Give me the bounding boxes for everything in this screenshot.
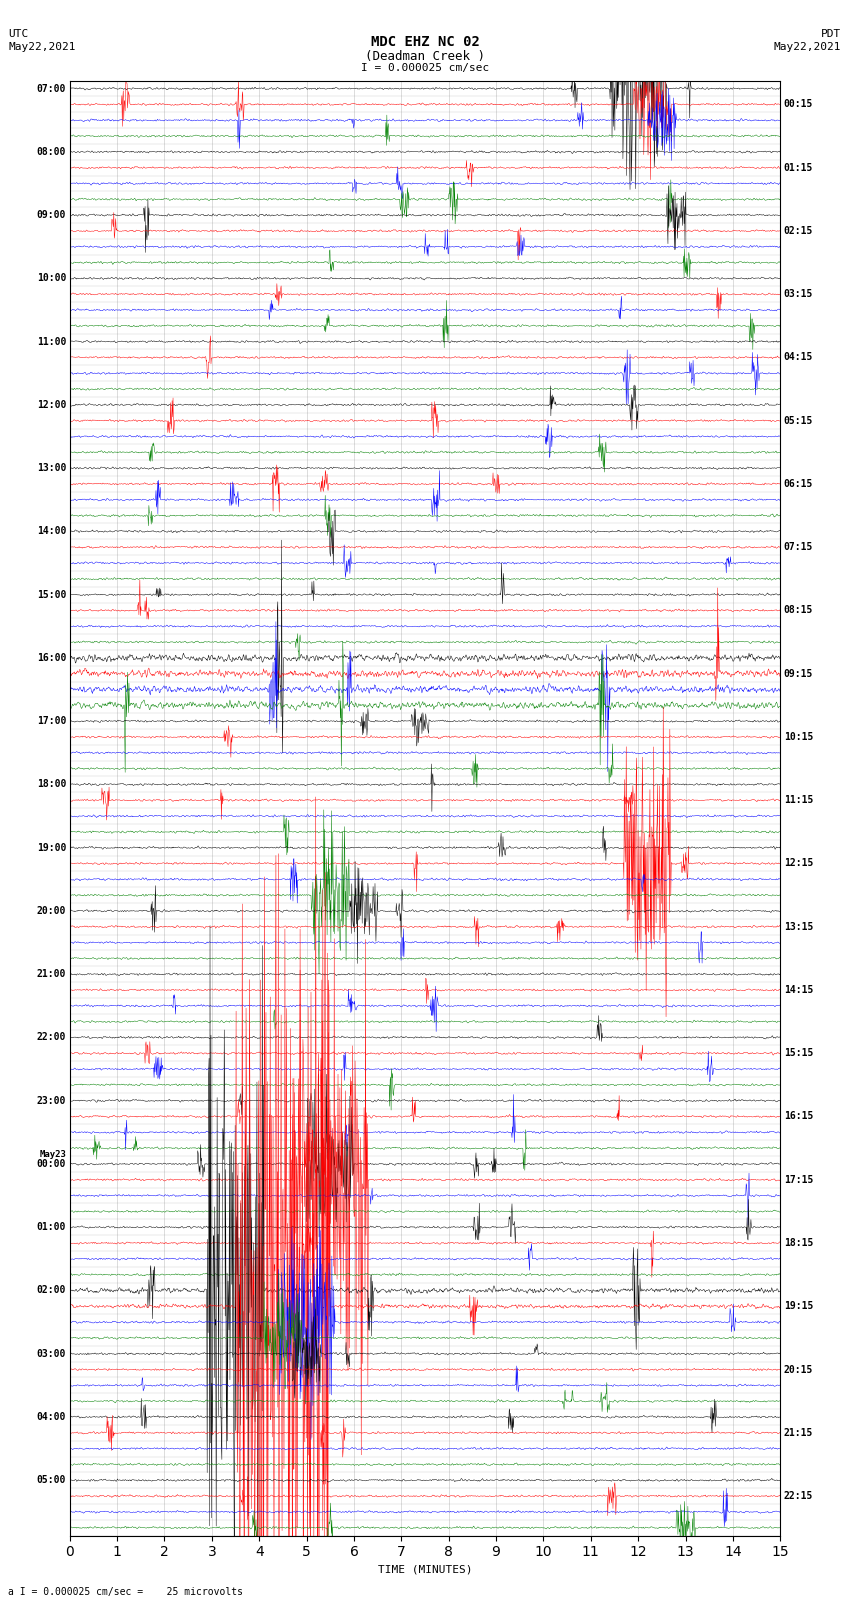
Text: UTC: UTC: [8, 29, 29, 39]
Text: 13:15: 13:15: [784, 921, 813, 932]
Text: 21:00: 21:00: [37, 969, 66, 979]
Text: 23:00: 23:00: [37, 1095, 66, 1105]
Text: 14:00: 14:00: [37, 526, 66, 537]
Text: 15:15: 15:15: [784, 1048, 813, 1058]
Text: 12:15: 12:15: [784, 858, 813, 868]
Text: 12:00: 12:00: [37, 400, 66, 410]
Text: I = 0.000025 cm/sec: I = 0.000025 cm/sec: [361, 63, 489, 73]
Text: 17:15: 17:15: [784, 1174, 813, 1186]
Text: PDT: PDT: [821, 29, 842, 39]
Text: 03:15: 03:15: [784, 289, 813, 298]
Text: 16:00: 16:00: [37, 653, 66, 663]
Text: 18:15: 18:15: [784, 1239, 813, 1248]
Text: 09:15: 09:15: [784, 669, 813, 679]
Text: 20:15: 20:15: [784, 1365, 813, 1374]
Text: 09:00: 09:00: [37, 210, 66, 219]
Text: 15:00: 15:00: [37, 590, 66, 600]
Text: 01:00: 01:00: [37, 1223, 66, 1232]
Text: 10:00: 10:00: [37, 273, 66, 284]
Text: 17:00: 17:00: [37, 716, 66, 726]
X-axis label: TIME (MINUTES): TIME (MINUTES): [377, 1565, 473, 1574]
Text: 05:15: 05:15: [784, 416, 813, 426]
Text: 08:15: 08:15: [784, 605, 813, 616]
Text: 06:15: 06:15: [784, 479, 813, 489]
Text: 22:15: 22:15: [784, 1490, 813, 1502]
Text: (Deadman Creek ): (Deadman Creek ): [365, 50, 485, 63]
Text: 19:15: 19:15: [784, 1302, 813, 1311]
Text: May23: May23: [39, 1150, 66, 1160]
Text: 00:15: 00:15: [784, 100, 813, 110]
Text: May22,2021: May22,2021: [8, 42, 76, 52]
Text: 14:15: 14:15: [784, 986, 813, 995]
Text: MDC EHZ NC 02: MDC EHZ NC 02: [371, 35, 479, 50]
Text: 18:00: 18:00: [37, 779, 66, 789]
Text: 02:00: 02:00: [37, 1286, 66, 1295]
Text: 11:00: 11:00: [37, 337, 66, 347]
Text: 08:00: 08:00: [37, 147, 66, 156]
Text: 13:00: 13:00: [37, 463, 66, 473]
Text: 00:00: 00:00: [37, 1158, 66, 1169]
Text: 16:15: 16:15: [784, 1111, 813, 1121]
Text: 11:15: 11:15: [784, 795, 813, 805]
Text: 04:15: 04:15: [784, 352, 813, 363]
Text: 19:00: 19:00: [37, 842, 66, 853]
Text: 02:15: 02:15: [784, 226, 813, 235]
Text: 10:15: 10:15: [784, 732, 813, 742]
Text: 05:00: 05:00: [37, 1476, 66, 1486]
Text: 22:00: 22:00: [37, 1032, 66, 1042]
Text: May22,2021: May22,2021: [774, 42, 842, 52]
Text: 01:15: 01:15: [784, 163, 813, 173]
Text: 07:15: 07:15: [784, 542, 813, 552]
Text: 20:00: 20:00: [37, 907, 66, 916]
Text: 03:00: 03:00: [37, 1348, 66, 1358]
Text: 04:00: 04:00: [37, 1411, 66, 1423]
Text: 21:15: 21:15: [784, 1428, 813, 1437]
Text: 07:00: 07:00: [37, 84, 66, 94]
Text: a I = 0.000025 cm/sec =    25 microvolts: a I = 0.000025 cm/sec = 25 microvolts: [8, 1587, 243, 1597]
